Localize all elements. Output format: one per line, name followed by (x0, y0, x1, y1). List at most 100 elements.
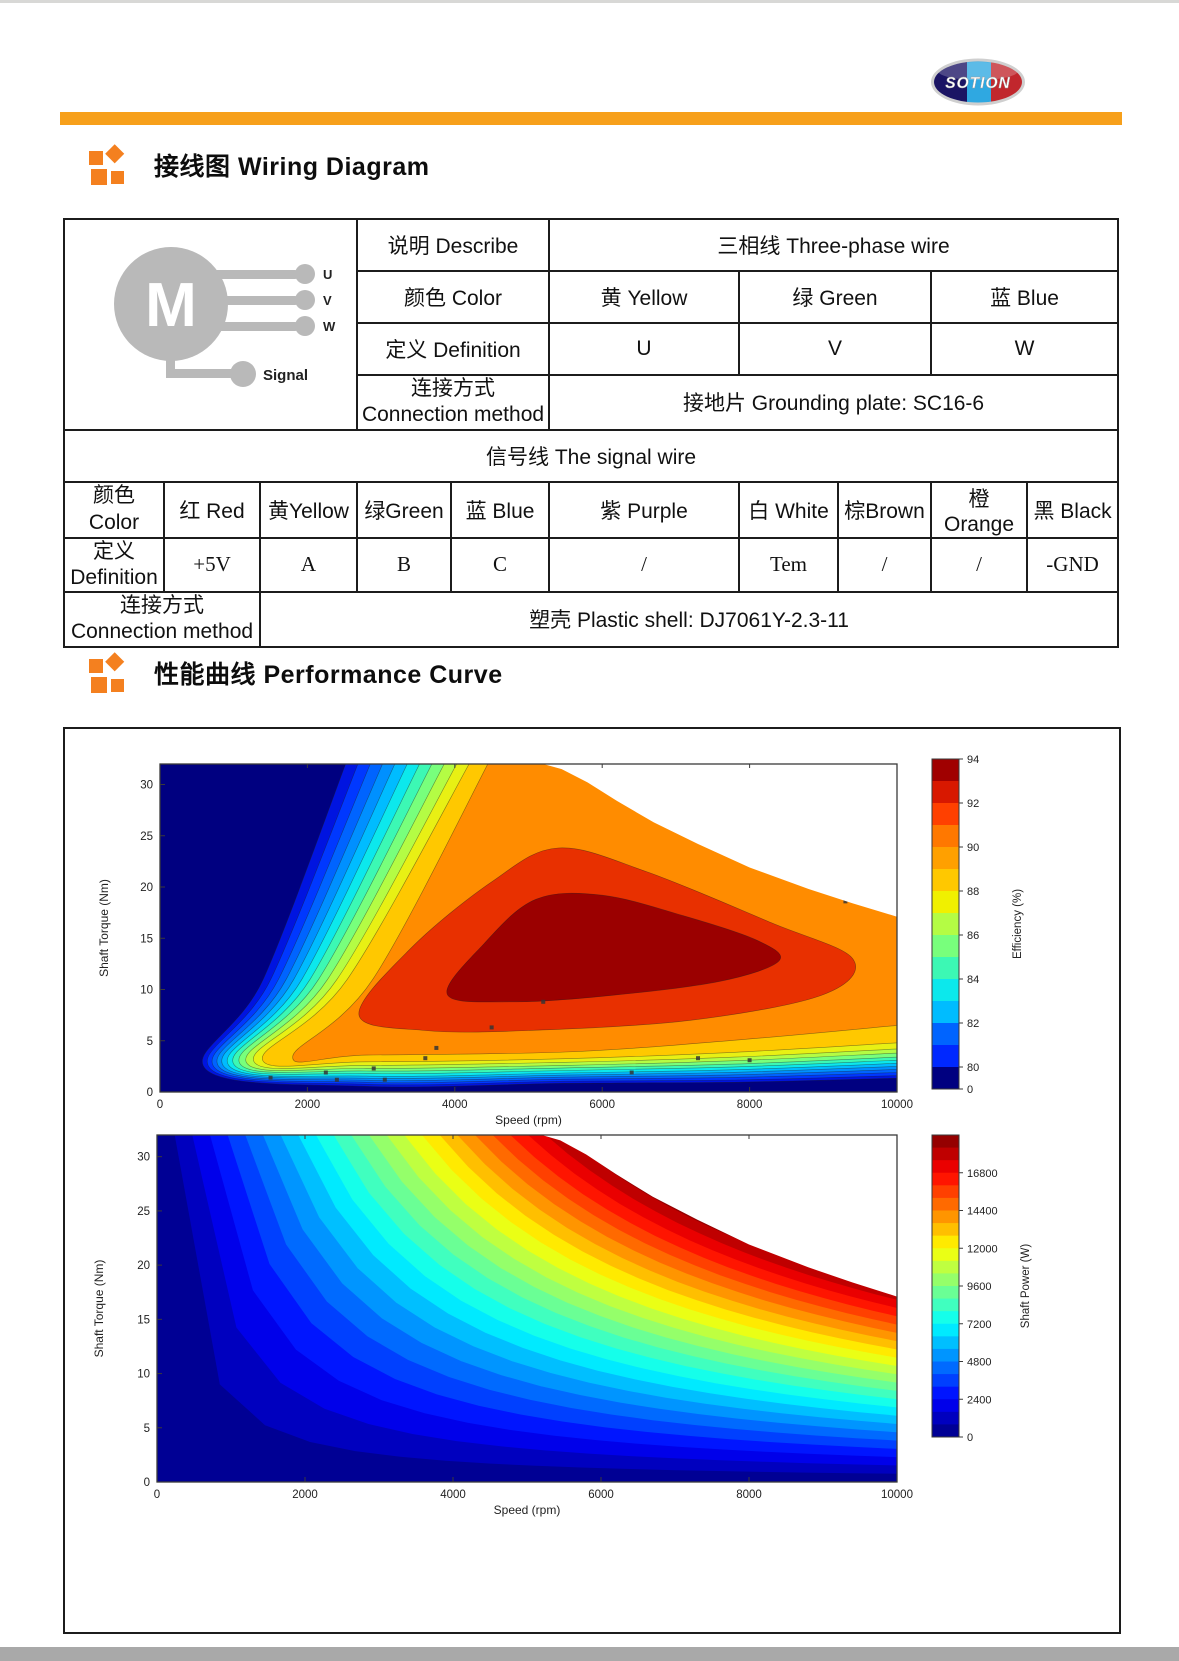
cell-phase-def-u: U (548, 322, 741, 376)
cell-signal-connection-value: 塑壳 Plastic shell: DJ7061Y-2.3-11 (258, 591, 1120, 648)
cell-signal-brown: 棕Brown (837, 480, 933, 539)
cell-def-a: A (259, 536, 358, 593)
svg-text:20: 20 (140, 882, 153, 894)
signal-connection-label-en: Connection method (70, 620, 254, 644)
page-bottom-edge (0, 1647, 1179, 1661)
svg-text:10000: 10000 (881, 1489, 913, 1501)
svg-text:30: 30 (137, 1152, 150, 1164)
svg-text:20: 20 (137, 1260, 150, 1272)
svg-text:7200: 7200 (967, 1319, 991, 1331)
svg-text:15: 15 (137, 1314, 150, 1326)
svg-text:Shaft Power (W): Shaft Power (W) (1020, 1244, 1032, 1329)
cell-signal-orange: 橙Orange (930, 480, 1029, 539)
signal-color-label-en: Color (88, 510, 140, 534)
svg-text:15: 15 (140, 933, 153, 945)
motor-body (114, 247, 228, 362)
svg-text:10: 10 (140, 985, 153, 997)
cell-connection-value: 接地片 Grounding plate: SC16-6 (548, 374, 1120, 431)
cell-phase-def-v: V (738, 322, 933, 376)
cell-def-gnd: -GND (1026, 536, 1120, 593)
svg-text:4000: 4000 (442, 1099, 468, 1111)
cell-phase-color-yellow: 黄 Yellow (548, 270, 741, 324)
svg-text:90: 90 (967, 842, 979, 854)
section-bullet-icon (89, 652, 125, 693)
svg-text:12000: 12000 (967, 1243, 998, 1255)
page-top-edge (0, 0, 1179, 3)
svg-text:88: 88 (967, 886, 979, 898)
cell-signal-def-label: 定义 Definition (63, 536, 165, 593)
signal-wire (166, 356, 233, 379)
motor-diagram: M U V W Signal (114, 247, 336, 388)
svg-text:6000: 6000 (588, 1489, 614, 1501)
section-bullet-icon (89, 144, 125, 185)
motor-letter: M (145, 271, 197, 340)
terminal-v (295, 290, 315, 311)
cell-def-c: C (449, 536, 551, 593)
cell-phase-color-blue: 蓝 Blue (930, 270, 1120, 324)
svg-text:25: 25 (140, 831, 153, 843)
signal-def-label-zh: 定义 (93, 539, 135, 563)
connection-label-zh: 连接方式 (411, 377, 495, 400)
svg-text:2000: 2000 (292, 1489, 318, 1501)
svg-text:9600: 9600 (967, 1281, 991, 1293)
svg-text:8000: 8000 (737, 1099, 763, 1111)
cell-signal-blue: 蓝 Blue (449, 480, 551, 539)
motor-diagram-cell: M U V W Signal (63, 218, 358, 431)
terminal-w-label: W (323, 319, 336, 334)
cell-def-orange: / (930, 536, 1029, 593)
header-orange-rule (60, 112, 1122, 125)
signal-color-label-zh: 颜色 (93, 484, 135, 508)
svg-text:94: 94 (967, 754, 979, 766)
terminal-v-label: V (323, 293, 332, 308)
svg-text:Shaft Torque (Nm): Shaft Torque (Nm) (92, 1260, 106, 1358)
svg-text:Speed (rpm): Speed (rpm) (494, 1503, 561, 1517)
svg-text:0: 0 (967, 1432, 973, 1444)
cell-signal-black: 黑 Black (1026, 480, 1120, 539)
cell-def-purple: / (548, 536, 741, 593)
cell-def-5v: +5V (163, 536, 261, 593)
svg-text:25: 25 (137, 1206, 150, 1218)
section-header-wiring: 接线图 Wiring Diagram (88, 144, 429, 186)
svg-text:10: 10 (137, 1369, 150, 1381)
svg-text:6000: 6000 (589, 1099, 615, 1111)
svg-text:0: 0 (154, 1489, 160, 1501)
cell-signal-connection-label: 连接方式 Connection method (63, 591, 261, 648)
section-title-wiring: 接线图 Wiring Diagram (154, 153, 430, 181)
section-header-performance: 性能曲线 Performance Curve (88, 652, 503, 694)
cell-signal-purple: 紫 Purple (548, 480, 741, 539)
svg-text:Shaft Torque (Nm): Shaft Torque (Nm) (97, 879, 111, 977)
cell-signal-green: 绿Green (356, 480, 452, 539)
cell-def-tem: Tem (738, 536, 840, 593)
svg-text:2400: 2400 (967, 1394, 991, 1406)
svg-text:Efficiency (%): Efficiency (%) (1012, 889, 1024, 959)
signal-terminal (230, 361, 256, 388)
cell-describe-value: 三相线 Three-phase wire (548, 218, 1120, 272)
svg-text:92: 92 (967, 798, 979, 810)
shaft-power-map-chart: 0 2000 4000 6000 8000 10000 0 5 10 15 20 25 30 Speed … (92, 1134, 1032, 1517)
cell-signal-color-label: 颜色 Color (63, 480, 165, 539)
performance-figure: 0 2000 4000 6000 8000 10000 0 5 10 15 20 25 30 Speed … (63, 727, 1121, 1634)
signal-def-label-en: Definition (70, 565, 158, 589)
cell-signal-yellow: 黄Yellow (259, 480, 358, 539)
cell-phase-def-w: W (930, 322, 1120, 376)
cell-def-b: B (356, 536, 452, 593)
cell-phase-color-green: 绿 Green (738, 270, 933, 324)
svg-text:4000: 4000 (440, 1489, 466, 1501)
signal-connection-label-zh: 连接方式 (120, 594, 204, 617)
efficiency-map-chart: 0 2000 4000 6000 8000 10000 0 5 10 15 20 25 30 Speed … (97, 754, 1024, 1127)
cell-def-brown: / (837, 536, 933, 593)
svg-text:86: 86 (967, 930, 979, 942)
sotion-logo: SOTION (928, 57, 1028, 107)
cell-signal-white: 白 White (738, 480, 840, 539)
svg-text:30: 30 (140, 780, 153, 792)
cell-signal-header: 信号线 The signal wire (62, 428, 1120, 483)
cell-color-label: 颜色 Color (355, 270, 551, 324)
cell-signal-red: 红 Red (163, 480, 261, 539)
cell-connection-label: 连接方式 Connection method (355, 374, 551, 431)
svg-text:4800: 4800 (967, 1357, 991, 1369)
svg-text:80: 80 (967, 1062, 979, 1074)
signal-label: Signal (263, 367, 308, 384)
terminal-u (295, 264, 315, 285)
svg-text:0: 0 (157, 1099, 163, 1111)
